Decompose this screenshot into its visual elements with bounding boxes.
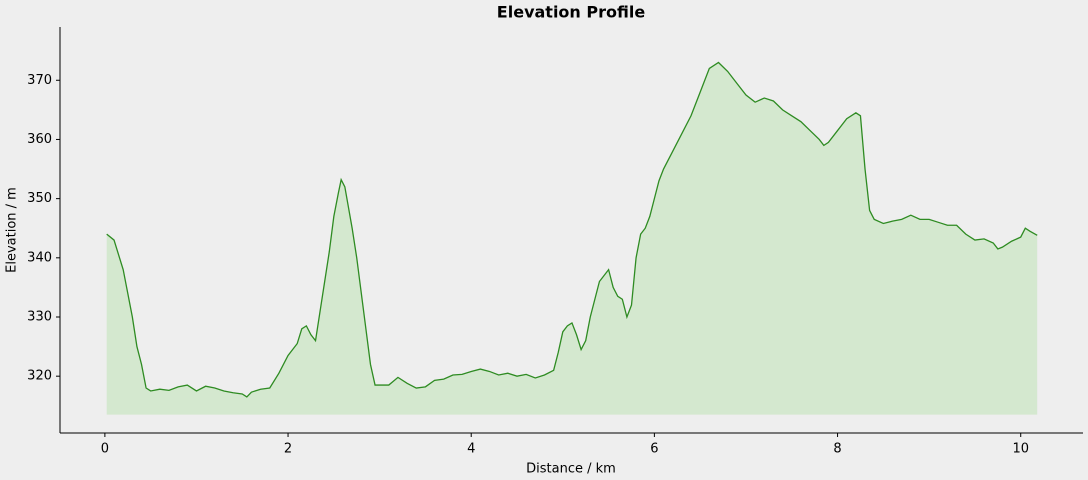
x-tick-label: 4: [467, 442, 475, 457]
y-tick-label: 350: [27, 191, 52, 206]
x-axis-label: Distance / km: [526, 462, 616, 477]
x-tick-label: 6: [650, 442, 658, 457]
x-tick-label: 2: [284, 442, 292, 457]
x-tick-label: 10: [1012, 442, 1029, 457]
y-tick-label: 340: [27, 250, 52, 265]
area-fill: [106, 62, 1038, 415]
x-tick-label: 8: [833, 442, 841, 457]
y-tick-label: 360: [27, 132, 52, 147]
y-tick-label: 330: [27, 310, 52, 325]
y-tick-label: 370: [27, 73, 52, 88]
y-axis-label: Elevation / m: [5, 187, 20, 273]
chart-title: Elevation Profile: [497, 3, 646, 22]
x-tick-label: 0: [101, 442, 109, 457]
elevation-line: [106, 61, 1038, 398]
y-tick-label: 320: [27, 369, 52, 384]
